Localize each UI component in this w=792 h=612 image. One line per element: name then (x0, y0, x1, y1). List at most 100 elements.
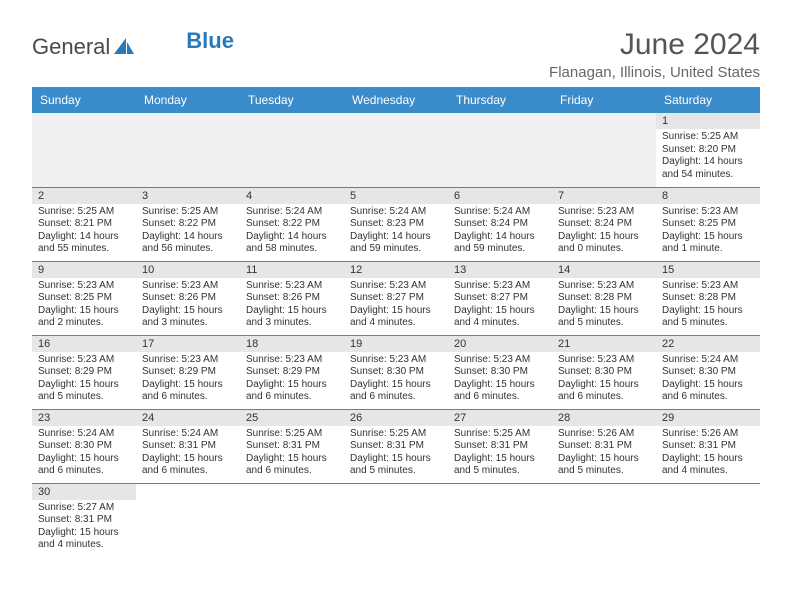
daylight-text: and 6 minutes. (454, 391, 546, 404)
header: General Blue June 2024 Flanagan, Illinoi… (32, 28, 760, 81)
daylight-text: and 5 minutes. (662, 317, 754, 330)
sunrise-text: Sunrise: 5:23 AM (142, 280, 234, 293)
day-body: Sunrise: 5:25 AMSunset: 8:20 PMDaylight:… (656, 129, 760, 185)
daylight-text: Daylight: 14 hours (246, 231, 338, 244)
calendar-cell (240, 113, 344, 187)
col-saturday: Saturday (656, 87, 760, 113)
calendar-row: 9Sunrise: 5:23 AMSunset: 8:25 PMDaylight… (32, 261, 760, 335)
day-body: Sunrise: 5:25 AMSunset: 8:31 PMDaylight:… (240, 426, 344, 482)
sunrise-text: Sunrise: 5:25 AM (662, 131, 754, 144)
day-body: Sunrise: 5:25 AMSunset: 8:31 PMDaylight:… (448, 426, 552, 482)
calendar-cell: 22Sunrise: 5:24 AMSunset: 8:30 PMDayligh… (656, 335, 760, 409)
col-tuesday: Tuesday (240, 87, 344, 113)
calendar-cell: 12Sunrise: 5:23 AMSunset: 8:27 PMDayligh… (344, 261, 448, 335)
calendar-cell (344, 113, 448, 187)
day-body: Sunrise: 5:23 AMSunset: 8:29 PMDaylight:… (32, 352, 136, 408)
sunrise-text: Sunrise: 5:24 AM (142, 428, 234, 441)
calendar-cell (656, 483, 760, 557)
calendar-cell: 15Sunrise: 5:23 AMSunset: 8:28 PMDayligh… (656, 261, 760, 335)
daylight-text: Daylight: 15 hours (558, 379, 650, 392)
day-number: 19 (344, 336, 448, 352)
day-body: Sunrise: 5:23 AMSunset: 8:29 PMDaylight:… (136, 352, 240, 408)
sunset-text: Sunset: 8:31 PM (38, 514, 130, 527)
sunset-text: Sunset: 8:29 PM (38, 366, 130, 379)
sunset-text: Sunset: 8:30 PM (350, 366, 442, 379)
sunrise-text: Sunrise: 5:26 AM (558, 428, 650, 441)
day-body: Sunrise: 5:23 AMSunset: 8:30 PMDaylight:… (552, 352, 656, 408)
calendar-cell: 28Sunrise: 5:26 AMSunset: 8:31 PMDayligh… (552, 409, 656, 483)
sunset-text: Sunset: 8:20 PM (662, 144, 754, 157)
daylight-text: and 6 minutes. (558, 391, 650, 404)
day-number: 7 (552, 188, 656, 204)
day-number: 2 (32, 188, 136, 204)
day-number: 15 (656, 262, 760, 278)
calendar-cell (448, 113, 552, 187)
daylight-text: Daylight: 14 hours (350, 231, 442, 244)
calendar-cell: 25Sunrise: 5:25 AMSunset: 8:31 PMDayligh… (240, 409, 344, 483)
calendar-cell (552, 113, 656, 187)
day-body: Sunrise: 5:24 AMSunset: 8:31 PMDaylight:… (136, 426, 240, 482)
calendar-cell: 24Sunrise: 5:24 AMSunset: 8:31 PMDayligh… (136, 409, 240, 483)
day-number: 30 (32, 484, 136, 500)
daylight-text: Daylight: 15 hours (558, 453, 650, 466)
sunset-text: Sunset: 8:27 PM (350, 292, 442, 305)
daylight-text: and 4 minutes. (350, 317, 442, 330)
calendar-cell: 18Sunrise: 5:23 AMSunset: 8:29 PMDayligh… (240, 335, 344, 409)
calendar-table: Sunday Monday Tuesday Wednesday Thursday… (32, 87, 760, 557)
calendar-cell: 7Sunrise: 5:23 AMSunset: 8:24 PMDaylight… (552, 187, 656, 261)
daylight-text: Daylight: 15 hours (350, 453, 442, 466)
sunset-text: Sunset: 8:27 PM (454, 292, 546, 305)
sunrise-text: Sunrise: 5:23 AM (38, 280, 130, 293)
sunrise-text: Sunrise: 5:24 AM (246, 206, 338, 219)
logo-sail-icon (114, 34, 134, 60)
sunrise-text: Sunrise: 5:23 AM (662, 206, 754, 219)
calendar-cell (136, 113, 240, 187)
sunrise-text: Sunrise: 5:23 AM (662, 280, 754, 293)
day-body: Sunrise: 5:23 AMSunset: 8:28 PMDaylight:… (656, 278, 760, 334)
daylight-text: Daylight: 15 hours (350, 379, 442, 392)
page-title: June 2024 (549, 28, 760, 62)
daylight-text: and 5 minutes. (38, 391, 130, 404)
logo-text-blue: Blue (186, 28, 234, 54)
sunset-text: Sunset: 8:30 PM (38, 440, 130, 453)
daylight-text: and 54 minutes. (662, 169, 754, 182)
calendar-cell: 14Sunrise: 5:23 AMSunset: 8:28 PMDayligh… (552, 261, 656, 335)
sunset-text: Sunset: 8:30 PM (662, 366, 754, 379)
col-wednesday: Wednesday (344, 87, 448, 113)
day-body: Sunrise: 5:23 AMSunset: 8:26 PMDaylight:… (240, 278, 344, 334)
calendar-cell: 8Sunrise: 5:23 AMSunset: 8:25 PMDaylight… (656, 187, 760, 261)
calendar-row: 2Sunrise: 5:25 AMSunset: 8:21 PMDaylight… (32, 187, 760, 261)
daylight-text: Daylight: 15 hours (246, 453, 338, 466)
daylight-text: and 6 minutes. (142, 391, 234, 404)
day-number: 9 (32, 262, 136, 278)
sunrise-text: Sunrise: 5:27 AM (38, 502, 130, 515)
day-number: 1 (656, 113, 760, 129)
day-number: 25 (240, 410, 344, 426)
calendar-cell (344, 483, 448, 557)
daylight-text: Daylight: 15 hours (38, 453, 130, 466)
day-number: 17 (136, 336, 240, 352)
sunset-text: Sunset: 8:31 PM (662, 440, 754, 453)
day-body: Sunrise: 5:25 AMSunset: 8:21 PMDaylight:… (32, 204, 136, 260)
daylight-text: and 3 minutes. (142, 317, 234, 330)
daylight-text: and 0 minutes. (558, 243, 650, 256)
calendar-cell (240, 483, 344, 557)
day-number: 13 (448, 262, 552, 278)
sunrise-text: Sunrise: 5:25 AM (246, 428, 338, 441)
sunrise-text: Sunrise: 5:25 AM (38, 206, 130, 219)
day-number: 21 (552, 336, 656, 352)
daylight-text: Daylight: 15 hours (142, 379, 234, 392)
sunrise-text: Sunrise: 5:23 AM (558, 354, 650, 367)
daylight-text: and 4 minutes. (662, 465, 754, 478)
daylight-text: and 56 minutes. (142, 243, 234, 256)
day-body: Sunrise: 5:24 AMSunset: 8:24 PMDaylight:… (448, 204, 552, 260)
sunrise-text: Sunrise: 5:25 AM (350, 428, 442, 441)
daylight-text: and 55 minutes. (38, 243, 130, 256)
daylight-text: and 6 minutes. (142, 465, 234, 478)
daylight-text: and 58 minutes. (246, 243, 338, 256)
sunrise-text: Sunrise: 5:23 AM (454, 354, 546, 367)
daylight-text: and 6 minutes. (662, 391, 754, 404)
daylight-text: Daylight: 15 hours (38, 379, 130, 392)
calendar-cell: 21Sunrise: 5:23 AMSunset: 8:30 PMDayligh… (552, 335, 656, 409)
sunrise-text: Sunrise: 5:25 AM (454, 428, 546, 441)
